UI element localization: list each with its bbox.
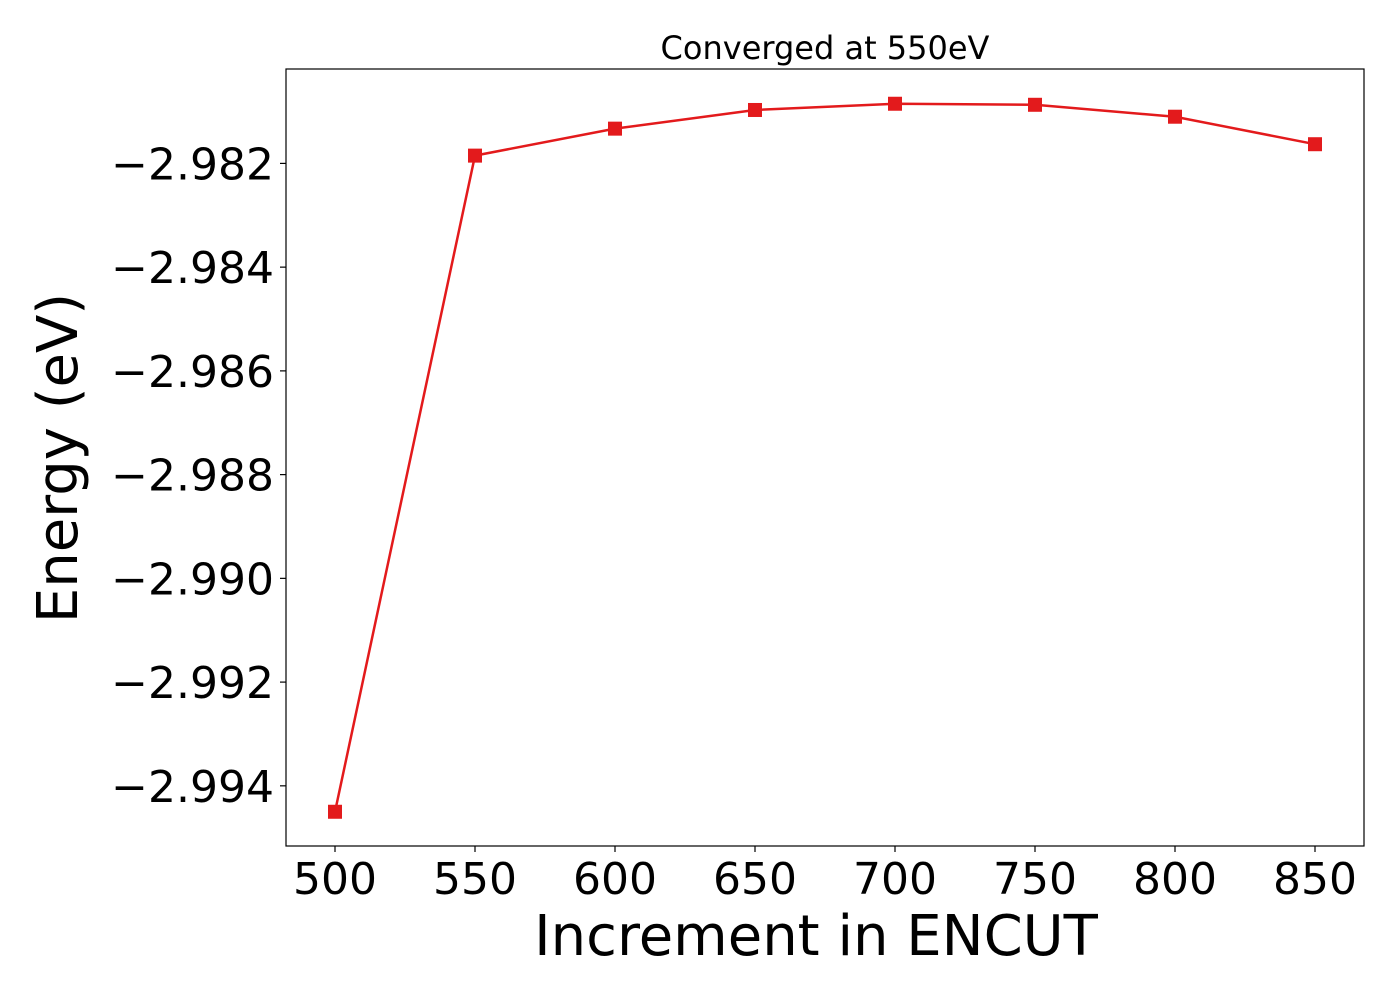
y-axis-title: Energy (eV) <box>26 293 91 623</box>
data-point-marker <box>1168 109 1182 124</box>
plot-area-frame <box>285 68 1365 847</box>
x-tick-label: 750 <box>993 854 1077 905</box>
x-tick-label: 550 <box>433 854 517 905</box>
data-point-marker <box>328 804 342 819</box>
x-tick-label: 650 <box>713 854 797 905</box>
data-point-marker <box>1028 97 1042 112</box>
y-tick-label: −2.988 <box>111 451 274 502</box>
y-tick-label: −2.992 <box>111 658 274 709</box>
x-tick-label: 700 <box>853 854 937 905</box>
y-tick-label: −2.990 <box>111 554 274 605</box>
series-layer <box>328 96 1322 819</box>
x-tick-label: 600 <box>573 854 657 905</box>
y-tick-label: −2.994 <box>111 762 274 813</box>
x-tick-label: 500 <box>293 854 377 905</box>
data-point-marker <box>468 148 482 163</box>
data-point-marker <box>608 121 622 136</box>
x-axis-ticks: 500 550 600 650 700 750 800 850 <box>293 846 1357 905</box>
y-tick-label: −2.984 <box>111 243 274 294</box>
data-point-marker <box>888 96 902 111</box>
y-axis-ticks: −2.994 −2.992 −2.990 −2.988 −2.986 −2.984 −2.9… <box>111 139 286 813</box>
data-point-marker <box>748 102 762 117</box>
y-tick-label: −2.982 <box>111 139 274 190</box>
series-line <box>333 102 1316 813</box>
y-tick-label: −2.986 <box>111 347 274 398</box>
x-tick-label: 800 <box>1133 854 1217 905</box>
data-point-marker <box>1308 137 1322 152</box>
x-axis-title: Increment in ENCUT <box>534 904 1099 969</box>
chart-title: Converged at 550eV <box>661 29 990 67</box>
x-tick-label: 850 <box>1273 854 1357 905</box>
